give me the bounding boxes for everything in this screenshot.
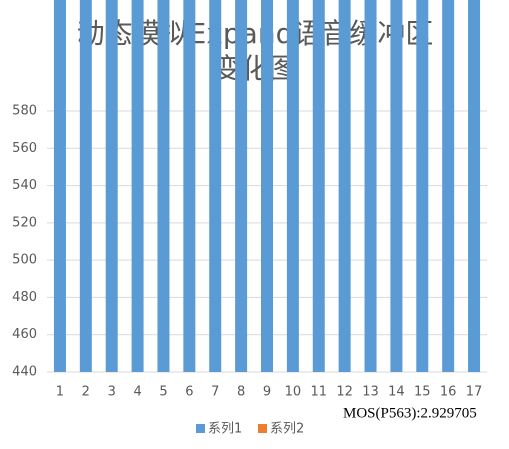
x-tick-label: 12 xyxy=(336,385,353,400)
bar-segment xyxy=(442,0,455,372)
y-tick-label: 560 xyxy=(12,141,37,156)
bar-segment xyxy=(286,0,299,372)
x-tick-label: 16 xyxy=(440,385,457,400)
x-tick-label: 10 xyxy=(285,385,302,400)
x-tick-label: 11 xyxy=(310,385,327,400)
chart-title: 变化图 xyxy=(213,52,297,85)
bar-segment xyxy=(364,0,377,372)
bar-segment xyxy=(53,0,66,372)
x-tick-label: 1 xyxy=(56,385,64,400)
x-tick-label: 13 xyxy=(362,385,379,400)
x-tick-label: 15 xyxy=(414,385,431,400)
x-tick-label: 5 xyxy=(159,385,167,400)
bar-segment xyxy=(131,0,144,372)
bar-segment xyxy=(79,0,92,372)
y-tick-label: 440 xyxy=(12,365,37,380)
legend-label: 系列2 xyxy=(270,422,304,437)
legend-label: 系列1 xyxy=(208,422,242,437)
y-tick-label: 500 xyxy=(12,253,37,268)
bar-segment xyxy=(209,0,222,372)
y-tick-label: 580 xyxy=(12,104,37,119)
legend-swatch xyxy=(196,424,205,433)
x-tick-label: 14 xyxy=(388,385,405,400)
x-tick-label: 9 xyxy=(263,385,271,400)
annotation: MOS(P563):2.929705 xyxy=(343,405,477,421)
x-tick-label: 3 xyxy=(108,385,116,400)
bar-segment xyxy=(157,0,170,372)
x-tick-label: 4 xyxy=(133,385,141,400)
x-tick-label: 17 xyxy=(466,385,483,400)
bar-segment xyxy=(338,0,351,372)
legend-swatch xyxy=(258,424,267,433)
x-tick-label: 7 xyxy=(211,385,219,400)
y-tick-label: 460 xyxy=(12,327,37,342)
y-tick-label: 540 xyxy=(12,178,37,193)
bar-segment xyxy=(235,0,248,372)
chart-title: 动态模拟Expand语音缓冲区 xyxy=(77,17,434,50)
y-tick-label: 480 xyxy=(12,290,37,305)
x-tick-label: 2 xyxy=(82,385,90,400)
bar-segment xyxy=(105,0,118,372)
bar-segment xyxy=(261,0,273,372)
bar-segment xyxy=(416,0,429,372)
bar-segment xyxy=(183,0,196,372)
x-tick-label: 8 xyxy=(237,385,245,400)
y-tick-label: 520 xyxy=(12,215,37,230)
bar-segment xyxy=(468,0,481,372)
x-tick-label: 6 xyxy=(185,385,193,400)
bar-segment xyxy=(390,0,403,372)
bar-segment xyxy=(312,0,325,372)
